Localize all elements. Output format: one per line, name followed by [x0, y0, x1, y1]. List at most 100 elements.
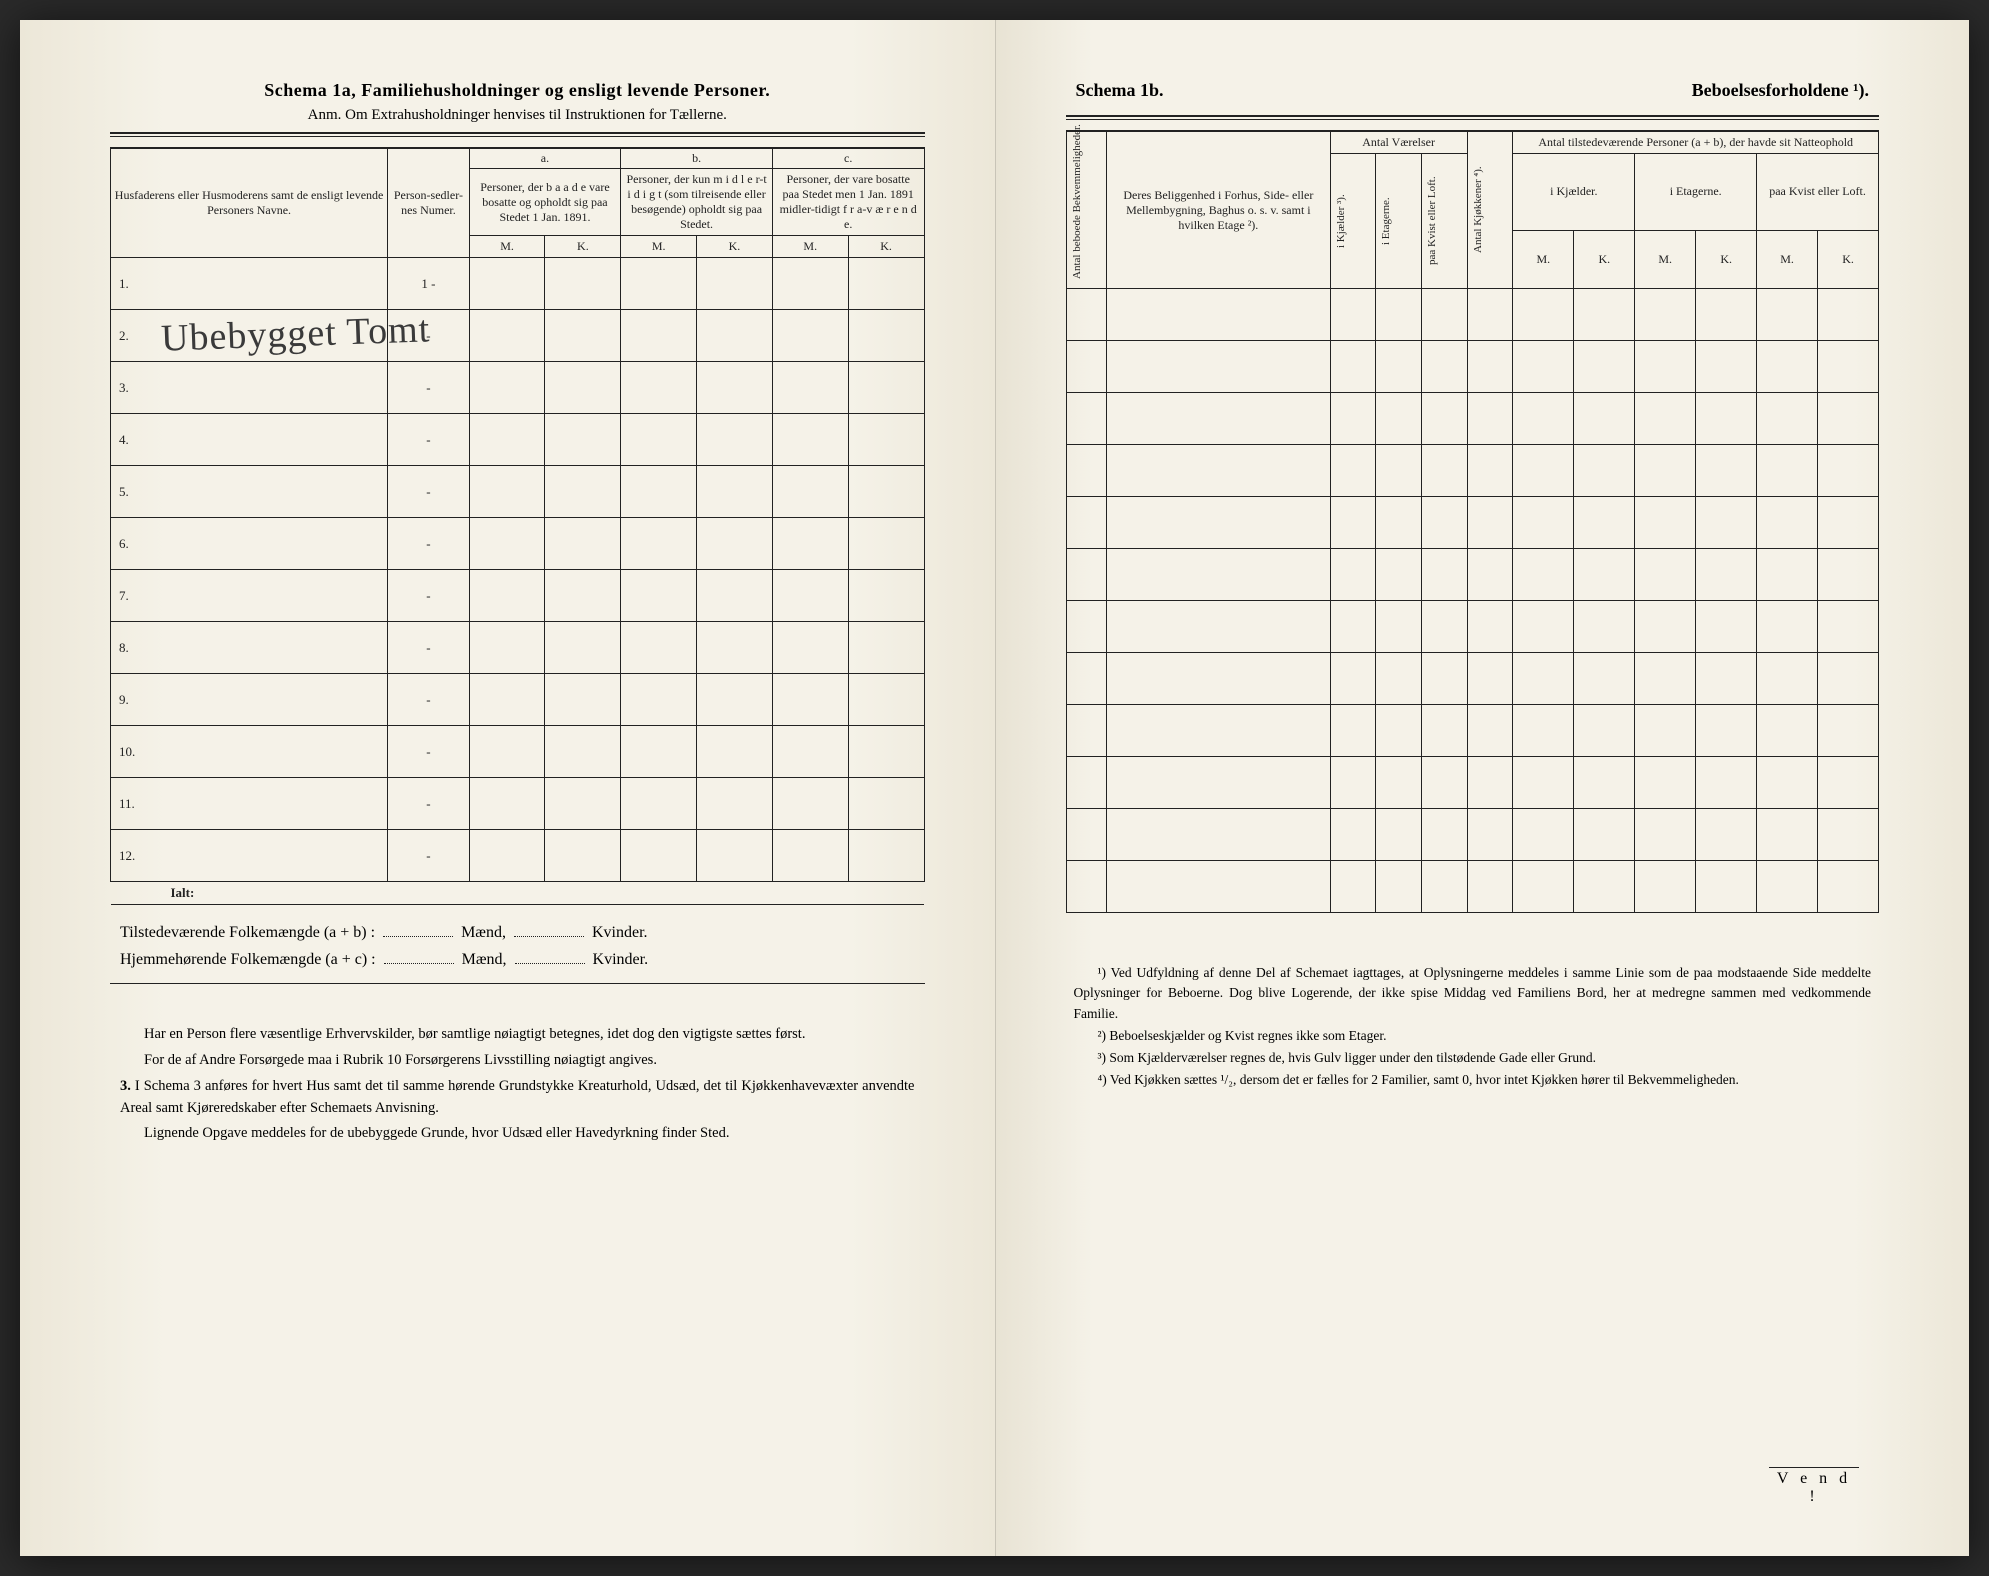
- dotted-line: [383, 923, 453, 937]
- data-cell: [1635, 861, 1696, 913]
- data-cell: [1574, 341, 1635, 393]
- table-row: 2.Ubebygget Tomt-: [111, 310, 925, 362]
- table-row: 11.-: [111, 778, 925, 830]
- data-cell: [1757, 549, 1818, 601]
- dotted-line: [515, 950, 585, 964]
- data-cell: [1467, 705, 1513, 757]
- data-cell: [1818, 705, 1879, 757]
- data-cell: [545, 830, 621, 882]
- footnote-3: ³) Som Kjælderværelser regnes de, hvis G…: [1074, 1048, 1872, 1068]
- header-k: K.: [1818, 230, 1879, 289]
- data-cell: [848, 726, 924, 778]
- data-cell: [1330, 757, 1376, 809]
- data-cell: [545, 466, 621, 518]
- data-cell: [697, 362, 773, 414]
- data-cell: [697, 310, 773, 362]
- data-cell: [621, 726, 697, 778]
- data-cell: [1107, 705, 1330, 757]
- data-cell: [1467, 497, 1513, 549]
- table-row: [1066, 445, 1879, 497]
- data-cell: [1574, 393, 1635, 445]
- handwritten-entry: Ubebygget Tomt: [160, 307, 431, 360]
- data-cell: [848, 466, 924, 518]
- data-cell: [621, 258, 697, 310]
- person-number-cell: -: [388, 414, 470, 466]
- row-number: 12.: [119, 848, 145, 864]
- data-cell: [1066, 861, 1107, 913]
- data-cell: [1635, 601, 1696, 653]
- data-cell: [1635, 393, 1696, 445]
- person-number-cell: -: [388, 674, 470, 726]
- totals-block: Tilstedeværende Folkemængde (a + b) : Mæ…: [110, 919, 925, 973]
- data-cell: [1696, 809, 1757, 861]
- person-number-cell: -: [388, 726, 470, 778]
- data-cell: [469, 570, 545, 622]
- data-cell: [772, 570, 848, 622]
- data-cell: [1696, 601, 1757, 653]
- data-cell: [697, 414, 773, 466]
- data-cell: [1818, 497, 1879, 549]
- totals-line1: Tilstedeværende Folkemængde (a + b) :: [120, 924, 375, 941]
- data-cell: [1574, 289, 1635, 341]
- table-row: 7.-: [111, 570, 925, 622]
- data-cell: [697, 726, 773, 778]
- data-cell: [1513, 289, 1574, 341]
- kvinder-label: Kvinder.: [593, 951, 649, 968]
- data-cell: [1757, 601, 1818, 653]
- data-cell: [772, 466, 848, 518]
- data-cell: [1818, 445, 1879, 497]
- data-cell: [1467, 861, 1513, 913]
- data-cell: [1574, 757, 1635, 809]
- data-cell: [1818, 861, 1879, 913]
- data-cell: [848, 570, 924, 622]
- name-cell: 9.: [111, 674, 388, 726]
- footnote-p3: I Schema 3 anføres for hvert Hus samt de…: [120, 1078, 915, 1116]
- schema-1a-subtitle: Anm. Om Extrahusholdninger henvises til …: [110, 107, 925, 124]
- footnote-p4: Lignende Opgave meddeles for de ubebygge…: [120, 1123, 915, 1145]
- data-cell: [1330, 341, 1376, 393]
- table-row: [1066, 341, 1879, 393]
- data-cell: [1696, 497, 1757, 549]
- data-cell: [772, 258, 848, 310]
- data-cell: [1421, 653, 1467, 705]
- data-cell: [1421, 809, 1467, 861]
- data-cell: [1757, 653, 1818, 705]
- totals-line2: Hjemmehørende Folkemængde (a + c) :: [120, 951, 376, 968]
- data-cell: [697, 674, 773, 726]
- data-cell: [1421, 601, 1467, 653]
- table-row: [1066, 601, 1879, 653]
- data-cell: [621, 414, 697, 466]
- table-row: [1066, 653, 1879, 705]
- table-1b: Antal beboede Bekvemmeligheder. Deres Be…: [1066, 130, 1880, 913]
- dotted-line: [514, 923, 584, 937]
- row-number: 6.: [119, 536, 145, 552]
- data-cell: [545, 310, 621, 362]
- data-cell: [1818, 757, 1879, 809]
- data-cell: [545, 726, 621, 778]
- data-cell: [621, 518, 697, 570]
- header-a-label: a.: [469, 148, 621, 169]
- header-location: Deres Beliggenhed i Forhus, Side- eller …: [1107, 131, 1330, 289]
- data-cell: [1330, 809, 1376, 861]
- schema-1b-heading: Beboelsesforholdene ¹).: [1692, 80, 1869, 101]
- table-row: 8.-: [111, 622, 925, 674]
- data-cell: [1376, 341, 1422, 393]
- table-row: [1066, 705, 1879, 757]
- person-number-cell: 1 -: [388, 258, 470, 310]
- person-number-cell: -: [388, 778, 470, 830]
- data-cell: [1330, 289, 1376, 341]
- data-cell: [848, 362, 924, 414]
- table-row: [1066, 809, 1879, 861]
- footnote-4: ⁴) Ved Kjøkken sættes ¹/₂, dersom det er…: [1074, 1070, 1872, 1090]
- data-cell: [1107, 497, 1330, 549]
- data-cell: [1467, 549, 1513, 601]
- table-row: 6.-: [111, 518, 925, 570]
- data-cell: [1818, 393, 1879, 445]
- data-cell: [469, 674, 545, 726]
- data-cell: [545, 362, 621, 414]
- header-m: M.: [772, 236, 848, 258]
- data-cell: [1513, 601, 1574, 653]
- data-cell: [621, 570, 697, 622]
- name-cell: 4.: [111, 414, 388, 466]
- data-cell: [1513, 653, 1574, 705]
